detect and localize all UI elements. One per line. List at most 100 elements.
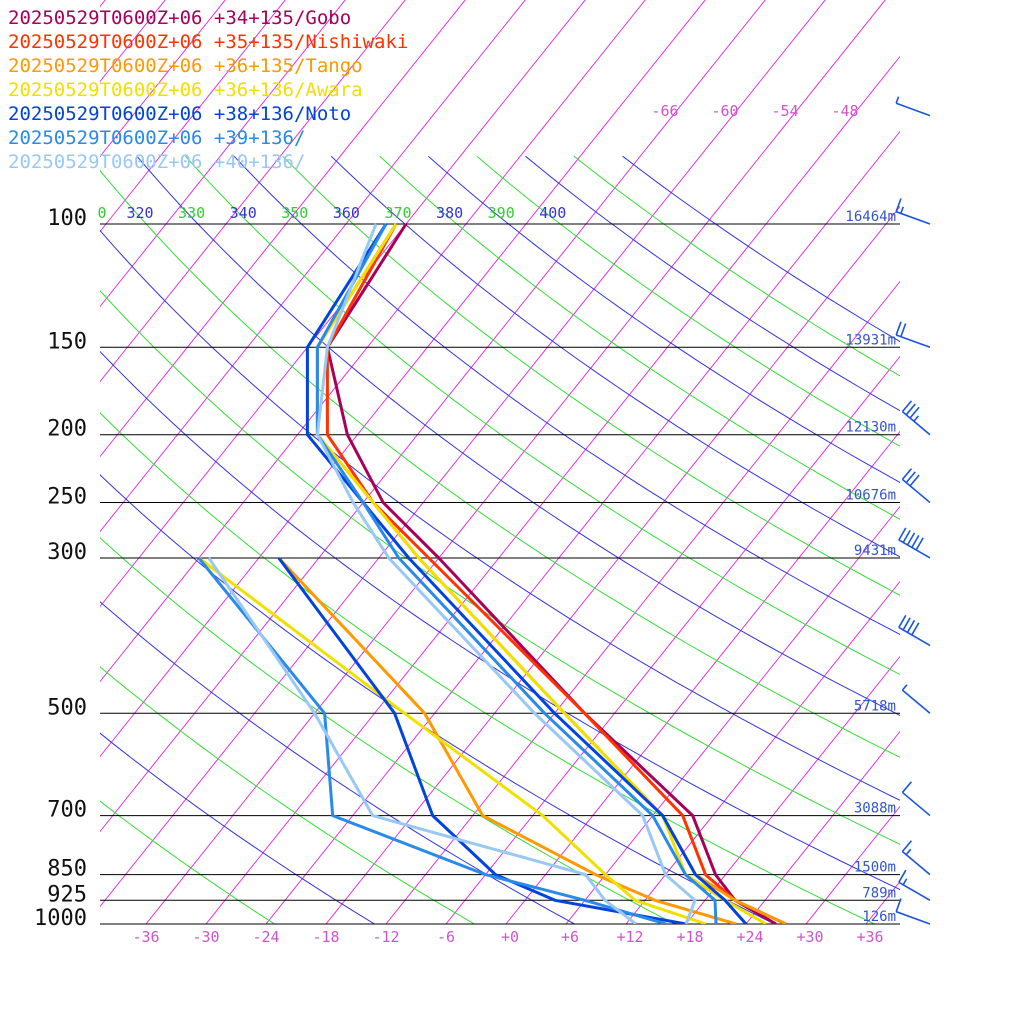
height-label: 1500m: [854, 860, 896, 876]
isotherm-line: [205, 55, 900, 924]
wind-barb: [895, 898, 931, 925]
dry-adiabat-line: [100, 412, 875, 924]
pressure-tick-label: 850: [47, 857, 87, 882]
legend: 20250529T0600Z+06 +34+135/Gobo20250529T0…: [8, 7, 408, 173]
dry-adiabat-line: [100, 732, 375, 924]
temperature-tick-label: -6: [437, 928, 455, 946]
pressure-tick-label: 500: [47, 695, 87, 720]
theta-label: 400: [539, 204, 566, 222]
series-dewpoint-line: [277, 556, 737, 924]
legend-entry: 20250529T0600Z+06 +38+136/Noto: [8, 103, 351, 125]
isotherm-line: [805, 805, 900, 924]
temperature-tick-label: +12: [616, 928, 643, 946]
theta-label: 0: [97, 204, 106, 222]
dry-adiabat-line: [622, 155, 900, 343]
series-temperature-line: [305, 223, 748, 924]
temperature-tick-label: -36: [132, 928, 159, 946]
height-label: 5718m: [854, 698, 896, 714]
isotherm-line: [986, 0, 1024, 924]
isotherm-line: [745, 730, 900, 924]
series-temperature-line: [315, 223, 718, 924]
legend-entry: 20250529T0600Z+06 +34+135/Gobo: [8, 7, 351, 29]
series-dewpoint-line: [197, 557, 667, 924]
dry-adiabat-line: [100, 666, 475, 924]
upper-isotherm-label: -48: [831, 102, 858, 120]
isotherm-line: [385, 280, 900, 924]
wind-barb: [895, 198, 931, 225]
wind-barb: [901, 781, 931, 817]
height-label: 126m: [862, 909, 896, 925]
isotherm-line: [100, 0, 586, 608]
theta-label: 370: [384, 204, 411, 222]
isotherm-line: [265, 130, 900, 924]
series-temperature-line: [315, 223, 697, 924]
wind-barb: [901, 468, 931, 504]
isotherm-line: [100, 0, 526, 533]
dry-adiabat-line: [525, 155, 900, 412]
upper-isotherm-label: -60: [711, 102, 738, 120]
series-dewpoint-line: [277, 557, 687, 924]
series-temperature-line: [325, 223, 777, 924]
dry-adiabat-line: [233, 155, 900, 635]
dry-adiabat-line: [100, 169, 900, 758]
isotherm-line: [100, 0, 466, 458]
sounding-lines: [197, 223, 787, 924]
dry-adiabat-line: [100, 601, 575, 924]
theta-label: 390: [488, 204, 515, 222]
isotherm-line: [100, 0, 706, 758]
pressure-tick-label: 100: [47, 206, 87, 231]
height-label: 10676m: [845, 488, 896, 504]
theta-label: 360: [333, 204, 360, 222]
dry-adiabat-line: [476, 155, 900, 447]
dry-adiabat-line: [427, 155, 900, 483]
temperature-tick-label: +6: [561, 928, 579, 946]
height-label: 789m: [862, 885, 896, 901]
temperature-tick-label: -24: [252, 928, 279, 946]
dry-adiabat-line: [185, 155, 900, 676]
temperature-tick-label: +36: [856, 928, 883, 946]
wind-barb: [898, 869, 931, 901]
dry-adiabat-line: [100, 229, 900, 801]
upper-isotherm-label: -54: [771, 102, 798, 120]
isotherm-line: [926, 0, 1024, 924]
temperature-tick-label: +24: [736, 928, 763, 946]
upper-isotherm-label: -66: [651, 102, 678, 120]
dry-adiabat-line: [136, 155, 900, 716]
temperature-tick-label: -12: [372, 928, 399, 946]
legend-entry: 20250529T0600Z+06 +40+136/: [8, 151, 305, 173]
isotherm-line: [445, 355, 900, 924]
legend-entry: 20250529T0600Z+06 +35+135/Nishiwaki: [8, 31, 408, 53]
temperature-tick-label: +0: [501, 928, 519, 946]
wind-barb: [898, 614, 931, 647]
isotherm-line: [100, 0, 406, 383]
background-grid: [100, 0, 1024, 924]
dry-adiabat-line: [379, 155, 900, 520]
wind-barb: [898, 527, 931, 559]
dry-adiabat-line: [330, 155, 900, 558]
dry-adiabat-line: [573, 155, 900, 377]
isotherm-line: [100, 0, 766, 833]
pressure-tick-label: 925: [47, 882, 87, 907]
isotherm-line: [625, 580, 900, 924]
theta-label: 320: [126, 204, 153, 222]
wind-barb: [895, 96, 931, 117]
wind-barbs: [895, 96, 931, 925]
isotherm-line: [145, 0, 886, 924]
height-label: 13931m: [845, 332, 896, 348]
isotherm-line: [325, 205, 900, 924]
temperature-tick-label: +18: [676, 928, 703, 946]
theta-label: 380: [436, 204, 463, 222]
height-label: 3088m: [854, 801, 896, 817]
isotherm-line: [865, 880, 900, 924]
dry-adiabat-line: [100, 290, 900, 845]
pressure-tick-label: 250: [47, 485, 87, 510]
pressure-tick-label: 300: [47, 540, 87, 565]
height-label: 16464m: [845, 209, 896, 225]
dry-adiabat-line: [100, 350, 900, 891]
dry-adiabat-line: [282, 155, 900, 596]
wind-barb: [895, 321, 931, 349]
pressure-tick-label: 1000: [34, 906, 87, 931]
wind-barb: [901, 840, 931, 876]
series-temperature-line: [325, 223, 787, 924]
